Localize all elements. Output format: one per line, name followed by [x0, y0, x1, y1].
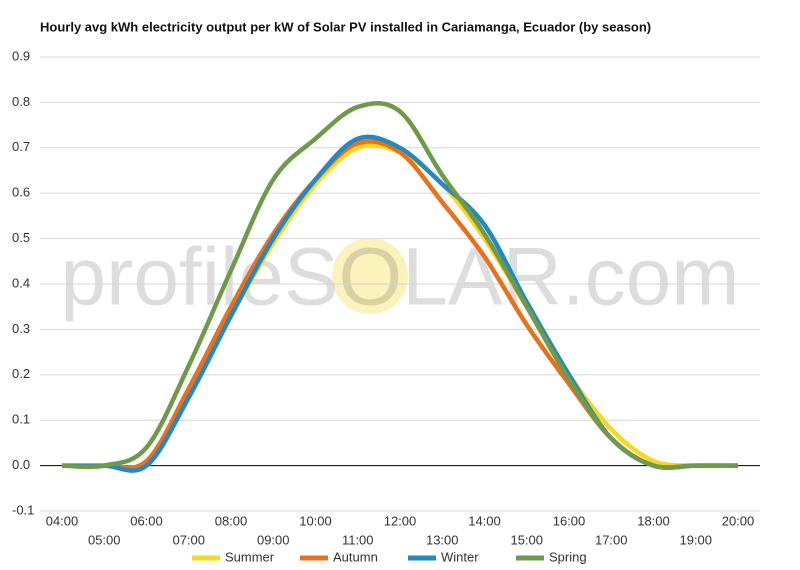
x-tick-label: 12:00 [384, 513, 417, 528]
watermark-sun [332, 238, 408, 314]
y-tick-label: 0.7 [12, 139, 30, 154]
legend-label: Winter [441, 549, 479, 564]
x-tick-label: 05:00 [88, 532, 121, 547]
legend-label: Autumn [333, 549, 378, 564]
x-tick-label: 17:00 [595, 532, 628, 547]
y-tick-label: 0.3 [12, 321, 30, 336]
y-tick-label: -0.1 [12, 502, 34, 517]
x-tick-label: 09:00 [257, 532, 290, 547]
y-tick-label: 0.9 [12, 48, 30, 63]
legend-label: Spring [549, 549, 587, 564]
x-tick-label: 14:00 [468, 513, 501, 528]
legend-label: Summer [225, 549, 275, 564]
y-tick-label: 0.0 [12, 457, 30, 472]
x-tick-label: 15:00 [510, 532, 543, 547]
x-tick-label: 13:00 [426, 532, 459, 547]
x-tick-label: 16:00 [553, 513, 586, 528]
y-tick-label: 0.2 [12, 366, 30, 381]
x-tick-label: 06:00 [130, 513, 163, 528]
x-tick-label: 08:00 [215, 513, 248, 528]
x-tick-label: 10:00 [299, 513, 332, 528]
series-line [61, 101, 738, 470]
y-tick-label: 0.4 [12, 275, 30, 290]
x-tick-label: 18:00 [637, 513, 670, 528]
y-tick-label: 0.5 [12, 230, 30, 245]
x-tick-label: 04:00 [46, 513, 79, 528]
y-tick-label: 0.8 [12, 94, 30, 109]
y-tick-label: 0.1 [12, 412, 30, 427]
x-tick-label: 19:00 [679, 532, 712, 547]
x-tick-label: 11:00 [342, 532, 374, 547]
watermark: profileSOLAR.com [60, 232, 739, 323]
chart-title: Hourly avg kWh electricity output per kW… [40, 19, 651, 34]
x-tick-label: 20:00 [722, 513, 755, 528]
x-tick-label: 07:00 [172, 532, 205, 547]
y-tick-label: 0.6 [12, 185, 30, 200]
